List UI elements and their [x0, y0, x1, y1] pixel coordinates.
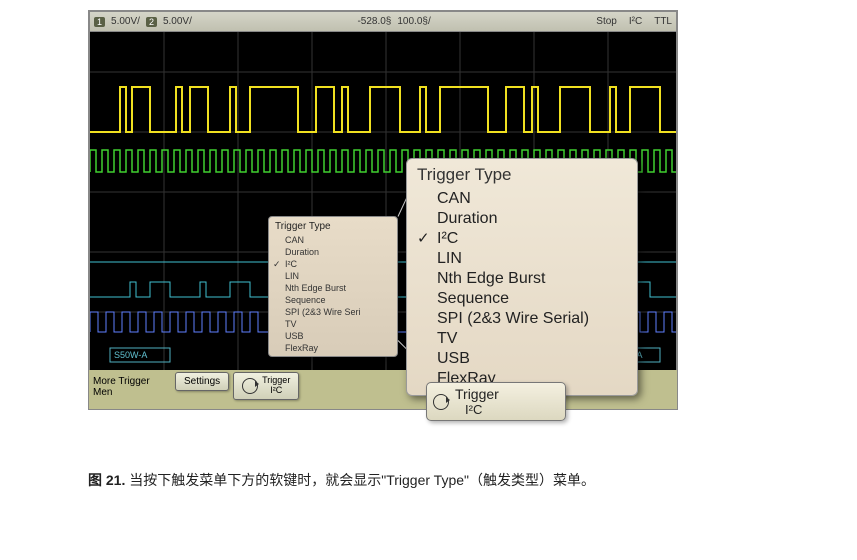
ch1-scale: 5.00V/ — [111, 16, 140, 27]
menu-item[interactable]: Duration — [269, 246, 397, 258]
figure-text: 当按下触发菜单下方的软键时，就会显示"Trigger Type"（触发类型）菜单… — [129, 472, 595, 488]
status-bar: 1 5.00V/ 2 5.00V/ -528.0§ 100.0§/ Stop I… — [90, 12, 676, 32]
trigger-softkey-sub: I²C — [455, 402, 499, 417]
trigger-softkey-small[interactable]: Trigger I²C — [233, 372, 299, 400]
ch2-scale: 5.00V/ — [163, 16, 192, 27]
menu-item[interactable]: Nth Edge Burst — [407, 269, 637, 289]
scope-container: 1 5.00V/ 2 5.00V/ -528.0§ 100.0§/ Stop I… — [70, 10, 750, 430]
ch1-marker: 1 — [94, 17, 105, 27]
menu-item[interactable]: I²C — [407, 229, 637, 249]
menu-item[interactable]: CAN — [407, 189, 637, 209]
ch2-marker: 2 — [146, 17, 157, 27]
trigger-label: TTL — [654, 16, 672, 27]
trigger-type-menu-small[interactable]: Trigger Type CANDurationI²CLINNth Edge B… — [268, 216, 398, 357]
menu-item[interactable]: LIN — [269, 270, 397, 282]
menu-item[interactable]: TV — [269, 318, 397, 330]
trigger-type-menu[interactable]: Trigger Type CANDurationI²CLINNth Edge B… — [406, 158, 638, 396]
trigger-softkey[interactable]: Trigger I²C — [426, 382, 566, 421]
ch1-trace — [90, 87, 676, 132]
menu-item[interactable]: I²C — [269, 258, 397, 270]
annotation-left: S50W-A — [114, 350, 147, 360]
menu-item[interactable]: USB — [407, 349, 637, 369]
trigger-softkey-sub: I²C — [262, 386, 290, 396]
big-menu-title: Trigger Type — [407, 163, 637, 189]
timebase-value: 100.0§/ — [397, 16, 430, 27]
menu-item[interactable]: USB — [269, 330, 397, 342]
menu-item[interactable]: SPI (2&3 Wire Serial) — [407, 309, 637, 329]
menu-item[interactable]: Duration — [407, 209, 637, 229]
menu-item[interactable]: SPI (2&3 Wire Seri — [269, 306, 397, 318]
rotary-icon — [242, 378, 258, 394]
menu-item[interactable]: LIN — [407, 249, 637, 269]
menu-item[interactable]: FlexRay — [269, 342, 397, 354]
settings-button[interactable]: Settings — [175, 372, 229, 391]
run-state: Stop — [596, 16, 617, 27]
menu-item[interactable]: Nth Edge Burst — [269, 282, 397, 294]
menu-item[interactable]: Sequence — [407, 289, 637, 309]
trigger-mode: I²C — [629, 16, 642, 27]
menu-item[interactable]: Sequence — [269, 294, 397, 306]
menu-item[interactable]: CAN — [269, 234, 397, 246]
figure-number: 图 21. — [88, 472, 125, 488]
menu-item[interactable]: TV — [407, 329, 637, 349]
rotary-icon — [433, 394, 449, 410]
small-menu-title: Trigger Type — [269, 219, 397, 234]
trigger-softkey-label: Trigger — [455, 386, 499, 402]
more-trigger-label: More Trigger Men — [91, 372, 171, 402]
figure-caption: 图 21. 当按下触发菜单下方的软键时，就会显示"Trigger Type"（触… — [70, 470, 787, 490]
delay-value: -528.0§ — [357, 16, 391, 27]
